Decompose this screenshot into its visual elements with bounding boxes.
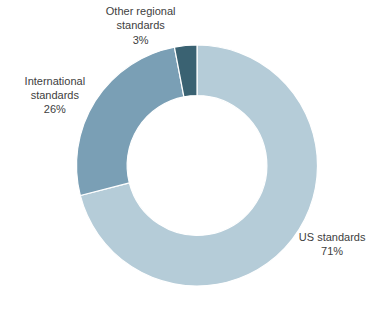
svg-text:US standards71%: US standards71% <box>299 231 366 257</box>
svg-text:Internationalstandards26%: Internationalstandards26% <box>25 75 86 116</box>
svg-text:Other regionalstandards3%: Other regionalstandards3% <box>106 5 176 46</box>
